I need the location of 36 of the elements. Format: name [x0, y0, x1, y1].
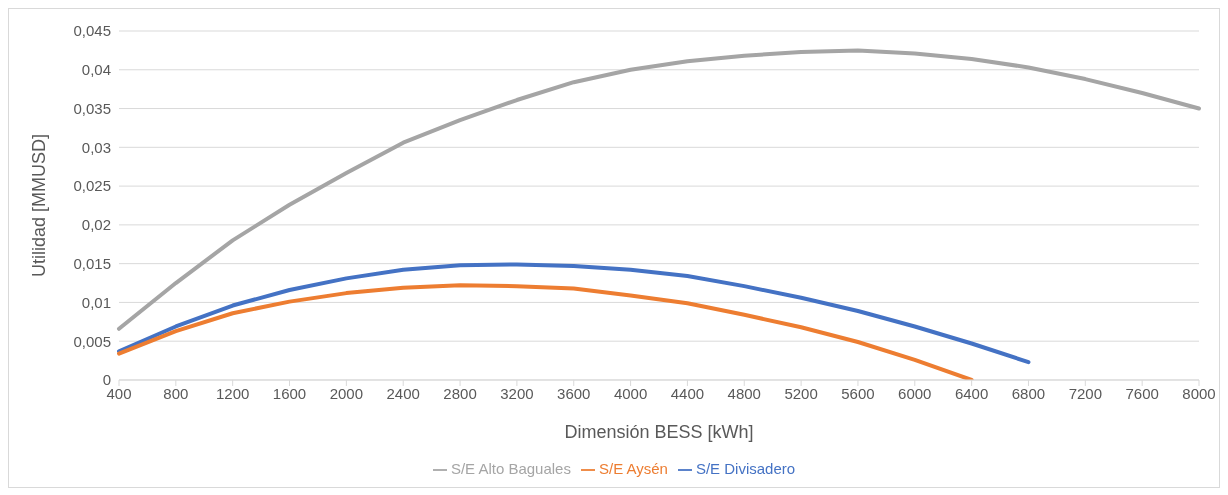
x-tick-label: 7200: [1068, 384, 1102, 402]
y-tick-label: 0,01: [81, 293, 111, 311]
x-tick-label: 4000: [613, 384, 648, 402]
y-tick-label: 0,04: [81, 61, 111, 79]
x-tick-label: 7600: [1125, 384, 1159, 402]
x-tick-label: 5200: [784, 384, 818, 402]
y-tick-label: 0,005: [73, 332, 111, 350]
legend-label: S/E Aysén: [598, 459, 668, 477]
x-tick-label: 2000: [329, 384, 364, 402]
x-tick-label: 6400: [954, 384, 989, 402]
x-tick-label: 6000: [898, 384, 932, 402]
y-tick-label: 0,035: [73, 99, 111, 117]
y-axis-title: Utilidad [MMUSD]: [29, 133, 50, 277]
x-tick-label: 4400: [670, 384, 705, 402]
x-tick-label: 2800: [443, 384, 477, 402]
x-tick-label: 800: [163, 384, 189, 402]
x-tick-label: 3600: [557, 384, 591, 402]
y-tick-label: 0,025: [73, 177, 111, 195]
x-tick-label: 1200: [216, 384, 250, 402]
y-tick-label: 0,02: [81, 216, 111, 234]
y-tick-label: 0,015: [73, 254, 111, 272]
legend-label: S/E Divisadero: [695, 459, 796, 477]
line-series: [117, 48, 1201, 331]
x-tick-label: 1600: [272, 384, 307, 402]
legend-label: S/E Alto Baguales: [450, 459, 571, 477]
line-series: [117, 262, 1031, 365]
line-series: [117, 283, 974, 380]
x-tick-label: 5600: [841, 384, 875, 402]
x-tick-label: 8000: [1182, 384, 1216, 402]
x-tick-label: 3200: [500, 384, 534, 402]
y-tick-label: 0,045: [73, 22, 111, 40]
x-axis-title: Dimensión BESS [kWh]: [564, 421, 754, 442]
y-tick-label: 0,03: [81, 138, 111, 156]
x-tick-label: 6800: [1011, 384, 1046, 402]
x-tick-label: 4800: [727, 384, 761, 402]
x-tick-label: 2400: [386, 384, 420, 402]
